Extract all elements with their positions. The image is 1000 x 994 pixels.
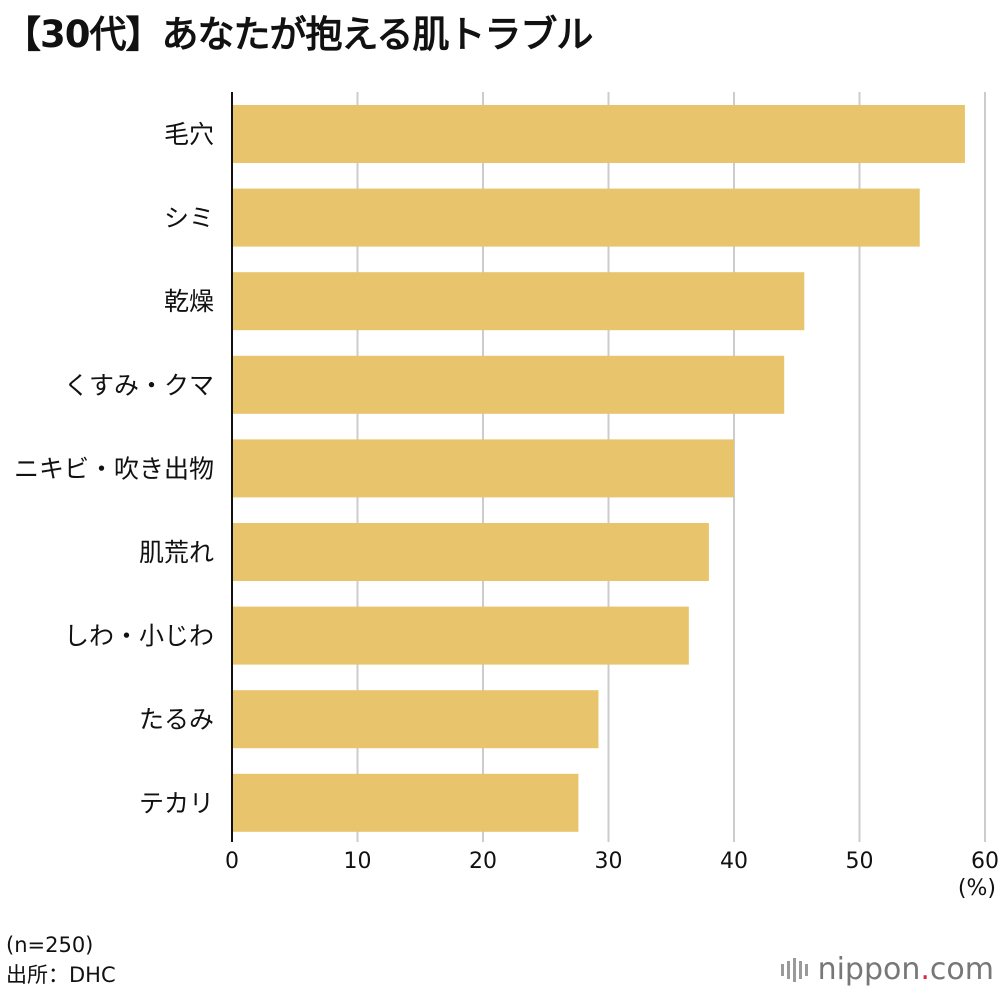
category-label: シミ xyxy=(164,204,214,233)
x-tick-label: 10 xyxy=(344,849,372,874)
x-tick-label: 30 xyxy=(595,849,623,874)
chart-title: 【30代】あなたが抱える肌トラブル xyxy=(4,13,593,56)
category-label: ニキビ・吹き出物 xyxy=(14,454,214,483)
bar-7 xyxy=(232,690,599,749)
category-label: 乾燥 xyxy=(164,287,214,316)
x-tick-label: 50 xyxy=(846,849,874,874)
category-label: 毛穴 xyxy=(164,120,214,149)
bar-1 xyxy=(232,188,920,247)
x-tick-label: 0 xyxy=(225,849,239,874)
brand-tld: com xyxy=(929,952,994,987)
category-label: くすみ・クマ xyxy=(64,371,214,400)
brand-name: nippon xyxy=(817,952,921,987)
bar-3 xyxy=(232,355,785,414)
tick-labels: 0 10 20 30 40 50 60 xyxy=(225,849,999,874)
sample-size-note: (n=250) xyxy=(6,933,94,957)
bar-6 xyxy=(232,606,689,665)
category-label: 肌荒れ xyxy=(139,538,214,567)
brand-mark-icon xyxy=(780,957,808,982)
x-tick-label: 20 xyxy=(469,849,497,874)
brand-dot: . xyxy=(920,952,930,987)
category-label: たるみ xyxy=(139,705,214,734)
axis-unit-label: (%) xyxy=(957,876,996,901)
bar-4 xyxy=(232,439,734,498)
x-tick-label: 40 xyxy=(720,849,748,874)
category-label: しわ・小じわ xyxy=(64,622,214,651)
source-note: 出所：DHC xyxy=(6,963,116,987)
bar-5 xyxy=(232,523,709,581)
bar-8 xyxy=(232,773,579,832)
x-tick-label: 60 xyxy=(971,849,999,874)
category-label: テカリ xyxy=(139,789,214,818)
bar-2 xyxy=(232,272,805,331)
bars xyxy=(232,105,965,832)
bar-0 xyxy=(232,105,965,163)
brand-logo: nippon. com xyxy=(780,952,994,987)
chart-notes: (n=250) 出所：DHC xyxy=(6,930,116,990)
